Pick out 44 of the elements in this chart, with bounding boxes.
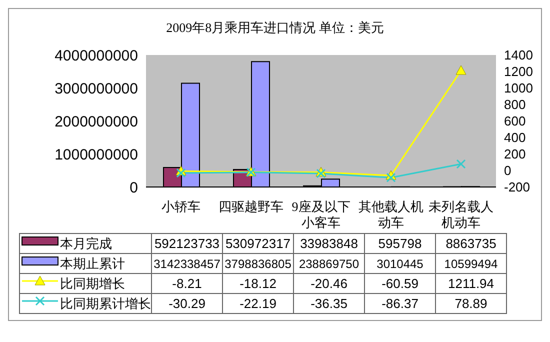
- data-label: 3010445: [364, 254, 436, 274]
- y-tick-label: 2000000000: [54, 113, 138, 130]
- data-label: -30.29: [152, 294, 222, 314]
- data-label: 3142338457: [152, 254, 222, 274]
- y2-tick-label: 400: [504, 130, 526, 146]
- data-label: -60.59: [364, 274, 436, 294]
- data-label: -86.37: [364, 294, 436, 314]
- data-label: -22.19: [222, 294, 294, 314]
- y2-tick-label: 800: [504, 97, 526, 112]
- y2-tick-label: 1400: [504, 48, 533, 63]
- x-tick-label: 四驱越野车: [218, 199, 284, 214]
- y2-tick-label: 600: [504, 114, 526, 129]
- y2-tick-label: 1200: [504, 64, 533, 80]
- data-label: 8863735: [436, 234, 506, 254]
- data-label: 10599494: [436, 254, 506, 274]
- legend-label: 本月完成: [60, 236, 112, 250]
- data-label: 238869750: [294, 254, 364, 274]
- chart-title: 2009年8月乘用车进口情况 单位：美元: [165, 19, 385, 37]
- data-label: 1211.94: [436, 274, 506, 294]
- data-label: 3798836805: [222, 254, 294, 274]
- legend-label: 本期止累计: [60, 256, 125, 270]
- legend-label: 比同期增长: [60, 276, 125, 290]
- data-label: 33983848: [294, 234, 364, 254]
- y2-tick-label: 200: [504, 146, 526, 162]
- x-tick-label: 其他载人机动车: [358, 199, 424, 230]
- y2-tick-label: -200: [504, 180, 530, 195]
- y-tick-label: 4000000000: [54, 47, 138, 64]
- data-label: -36.35: [294, 294, 364, 314]
- data-label: -20.46: [294, 274, 364, 294]
- data-label: -8.21: [152, 274, 222, 294]
- legend-label: 比同期累计增长: [60, 296, 151, 310]
- data-label: 595798: [364, 234, 436, 254]
- data-label: -18.12: [222, 274, 294, 294]
- data-label: 592123733: [152, 234, 222, 254]
- data-label: 530972317: [222, 234, 294, 254]
- y2-tick-label: 0: [504, 163, 512, 178]
- y2-tick-label: 1000: [504, 80, 533, 96]
- data-label: 78.89: [436, 294, 506, 314]
- x-tick-label: 未列名载人机动车: [428, 199, 494, 230]
- x-tick-label: 9座及以下小客车: [292, 199, 350, 230]
- y-tick-label: 3000000000: [54, 80, 138, 98]
- x-tick-label: 小轿车: [162, 199, 200, 214]
- y-tick-label: 1000000000: [54, 146, 138, 164]
- y-tick-label: 0: [130, 179, 138, 196]
